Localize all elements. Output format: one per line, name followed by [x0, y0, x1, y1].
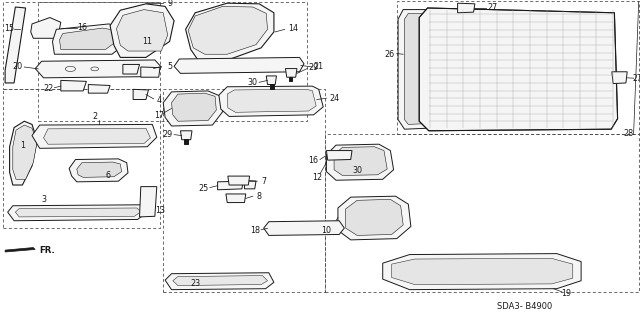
Polygon shape [383, 254, 581, 290]
Polygon shape [186, 3, 274, 61]
Polygon shape [172, 93, 216, 121]
Circle shape [65, 66, 76, 71]
Polygon shape [173, 276, 268, 286]
Text: 19: 19 [561, 289, 572, 298]
Polygon shape [218, 181, 243, 190]
Polygon shape [163, 91, 223, 126]
Polygon shape [10, 121, 37, 185]
Polygon shape [61, 80, 86, 91]
Text: 14: 14 [288, 24, 298, 33]
Polygon shape [228, 176, 250, 185]
Polygon shape [326, 151, 352, 160]
Text: 26: 26 [384, 50, 394, 59]
Polygon shape [326, 144, 394, 180]
Polygon shape [188, 6, 268, 54]
Polygon shape [13, 125, 37, 179]
Polygon shape [174, 57, 304, 73]
Polygon shape [333, 166, 343, 174]
Text: 30: 30 [352, 166, 362, 175]
Text: 23: 23 [190, 279, 200, 288]
Polygon shape [116, 10, 168, 51]
Text: 4: 4 [156, 96, 161, 105]
Text: 11: 11 [142, 37, 152, 46]
Text: 21: 21 [314, 63, 324, 71]
Polygon shape [165, 273, 274, 290]
Polygon shape [398, 10, 428, 129]
Text: 25: 25 [198, 184, 209, 193]
Polygon shape [266, 76, 276, 85]
Text: 2: 2 [92, 112, 97, 121]
Polygon shape [5, 7, 26, 83]
Polygon shape [35, 60, 161, 78]
Circle shape [91, 67, 99, 71]
Polygon shape [264, 221, 344, 235]
Text: 22: 22 [43, 84, 53, 93]
Text: 16: 16 [77, 23, 87, 32]
Text: FR.: FR. [40, 246, 56, 255]
Polygon shape [5, 248, 35, 252]
Polygon shape [404, 13, 422, 124]
Polygon shape [270, 84, 274, 89]
Polygon shape [15, 208, 141, 217]
Polygon shape [612, 72, 627, 84]
Text: 20: 20 [13, 63, 23, 71]
Polygon shape [133, 89, 148, 100]
Polygon shape [334, 147, 387, 175]
Text: 28: 28 [623, 130, 634, 138]
Polygon shape [52, 24, 128, 54]
Polygon shape [219, 86, 323, 116]
Text: 18: 18 [250, 226, 260, 235]
Polygon shape [44, 128, 150, 144]
Text: 29: 29 [163, 130, 173, 139]
Polygon shape [289, 77, 292, 81]
Text: 29: 29 [308, 63, 319, 72]
Text: 3: 3 [41, 195, 46, 204]
Polygon shape [123, 64, 140, 74]
Text: 27: 27 [632, 74, 640, 83]
Polygon shape [184, 139, 188, 144]
Polygon shape [141, 67, 160, 77]
Text: 10: 10 [321, 226, 332, 235]
Text: 12: 12 [312, 173, 322, 182]
Text: 8: 8 [257, 192, 262, 201]
Text: 16: 16 [308, 156, 319, 165]
Text: 27: 27 [488, 4, 498, 12]
Text: 6: 6 [105, 171, 110, 180]
Polygon shape [458, 3, 475, 13]
Text: 15: 15 [4, 24, 15, 33]
Polygon shape [140, 187, 157, 217]
Polygon shape [392, 258, 573, 285]
Polygon shape [338, 196, 411, 240]
Text: 7: 7 [261, 177, 266, 186]
Text: 24: 24 [329, 94, 339, 103]
Polygon shape [32, 124, 157, 148]
Polygon shape [337, 173, 340, 178]
Polygon shape [419, 8, 618, 131]
Text: 17: 17 [154, 111, 164, 120]
Polygon shape [31, 18, 61, 38]
Polygon shape [77, 162, 122, 177]
Polygon shape [180, 131, 192, 140]
Polygon shape [110, 4, 174, 57]
Polygon shape [346, 199, 403, 235]
Text: 1: 1 [20, 141, 25, 150]
Text: 13: 13 [155, 206, 165, 215]
Polygon shape [69, 159, 128, 182]
Polygon shape [244, 181, 256, 189]
Text: 5: 5 [167, 63, 172, 71]
Polygon shape [285, 69, 297, 77]
Polygon shape [226, 194, 246, 203]
Text: SDA3- B4900: SDA3- B4900 [497, 302, 552, 311]
Polygon shape [60, 28, 118, 49]
Text: 30: 30 [248, 78, 258, 87]
Polygon shape [8, 205, 146, 221]
Polygon shape [88, 85, 110, 93]
Text: 9: 9 [167, 0, 172, 8]
Polygon shape [227, 89, 316, 112]
